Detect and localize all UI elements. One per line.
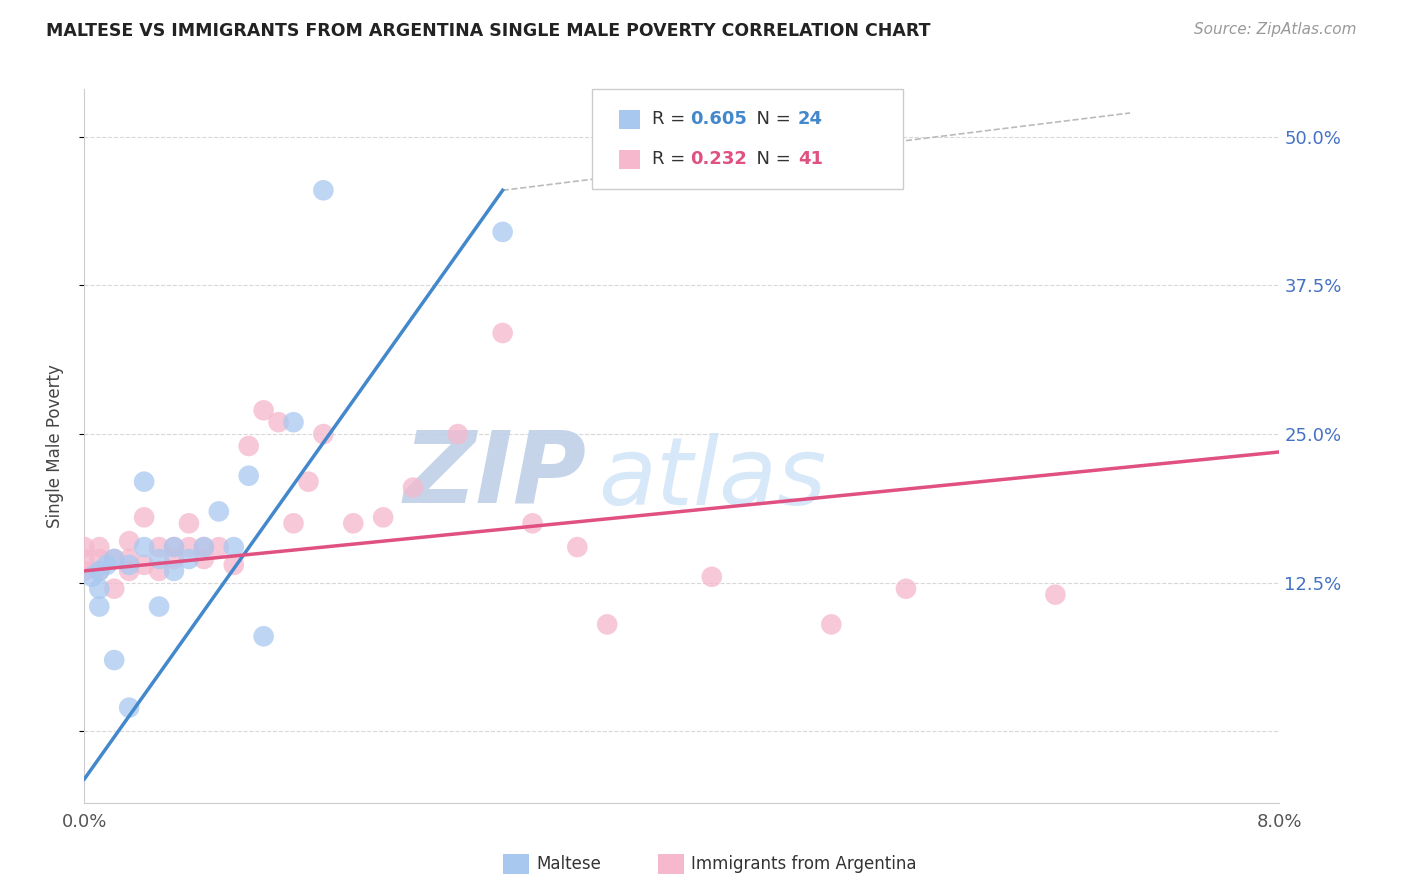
Point [447,427,470,442]
Text: R =: R = [652,151,690,169]
Text: atlas: atlas [599,433,827,524]
Point [193,540,215,554]
Point [89,552,111,566]
Point [312,183,335,197]
Point [208,504,231,518]
Point [283,516,305,531]
Text: ZIP: ZIP [404,426,586,523]
Point [89,540,111,554]
Text: N =: N = [745,151,797,169]
Text: 24: 24 [797,111,823,128]
Point [222,558,245,572]
FancyBboxPatch shape [619,150,640,169]
Point [89,582,111,596]
Point [193,552,215,566]
Y-axis label: Single Male Poverty: Single Male Poverty [45,364,63,528]
Text: MALTESE VS IMMIGRANTS FROM ARGENTINA SINGLE MALE POVERTY CORRELATION CHART: MALTESE VS IMMIGRANTS FROM ARGENTINA SIN… [46,22,931,40]
Point [177,516,200,531]
FancyBboxPatch shape [592,89,903,189]
Point [163,564,186,578]
Point [820,617,842,632]
Point [342,516,364,531]
Point [596,617,619,632]
Point [522,516,544,531]
Point [238,439,260,453]
FancyBboxPatch shape [503,855,529,874]
Point [148,540,170,554]
Point [118,564,141,578]
Point [132,540,156,554]
Text: Source: ZipAtlas.com: Source: ZipAtlas.com [1194,22,1357,37]
Text: N =: N = [745,111,797,128]
Point [73,564,96,578]
Text: Immigrants from Argentina: Immigrants from Argentina [692,855,917,873]
FancyBboxPatch shape [658,855,685,874]
Point [177,552,200,566]
Point [96,558,118,572]
Point [222,540,245,554]
Point [118,552,141,566]
Point [492,225,515,239]
Point [103,582,125,596]
Point [118,558,141,572]
Point [89,599,111,614]
Point [253,629,276,643]
FancyBboxPatch shape [619,110,640,128]
Point [312,427,335,442]
Point [163,552,186,566]
Text: 41: 41 [797,151,823,169]
Text: Maltese: Maltese [536,855,600,873]
Point [118,534,141,549]
Point [297,475,319,489]
Point [1045,588,1067,602]
Point [238,468,260,483]
Point [148,564,170,578]
Point [132,558,156,572]
Point [73,540,96,554]
Point [132,510,156,524]
Text: 0.605: 0.605 [690,111,747,128]
Point [73,552,96,566]
Point [89,564,111,578]
Text: R =: R = [652,111,690,128]
Point [177,540,200,554]
Point [103,653,125,667]
Point [103,552,125,566]
Point [163,540,186,554]
Point [163,540,186,554]
Point [567,540,589,554]
Point [492,326,515,340]
Point [208,540,231,554]
Point [148,552,170,566]
Point [267,415,290,429]
Text: 0.232: 0.232 [690,151,747,169]
Point [80,570,103,584]
Point [132,475,156,489]
Point [283,415,305,429]
Point [103,552,125,566]
Point [118,700,141,714]
Point [193,540,215,554]
Point [402,481,425,495]
Point [894,582,917,596]
Point [700,570,723,584]
Point [89,564,111,578]
Point [373,510,395,524]
Point [148,599,170,614]
Point [253,403,276,417]
